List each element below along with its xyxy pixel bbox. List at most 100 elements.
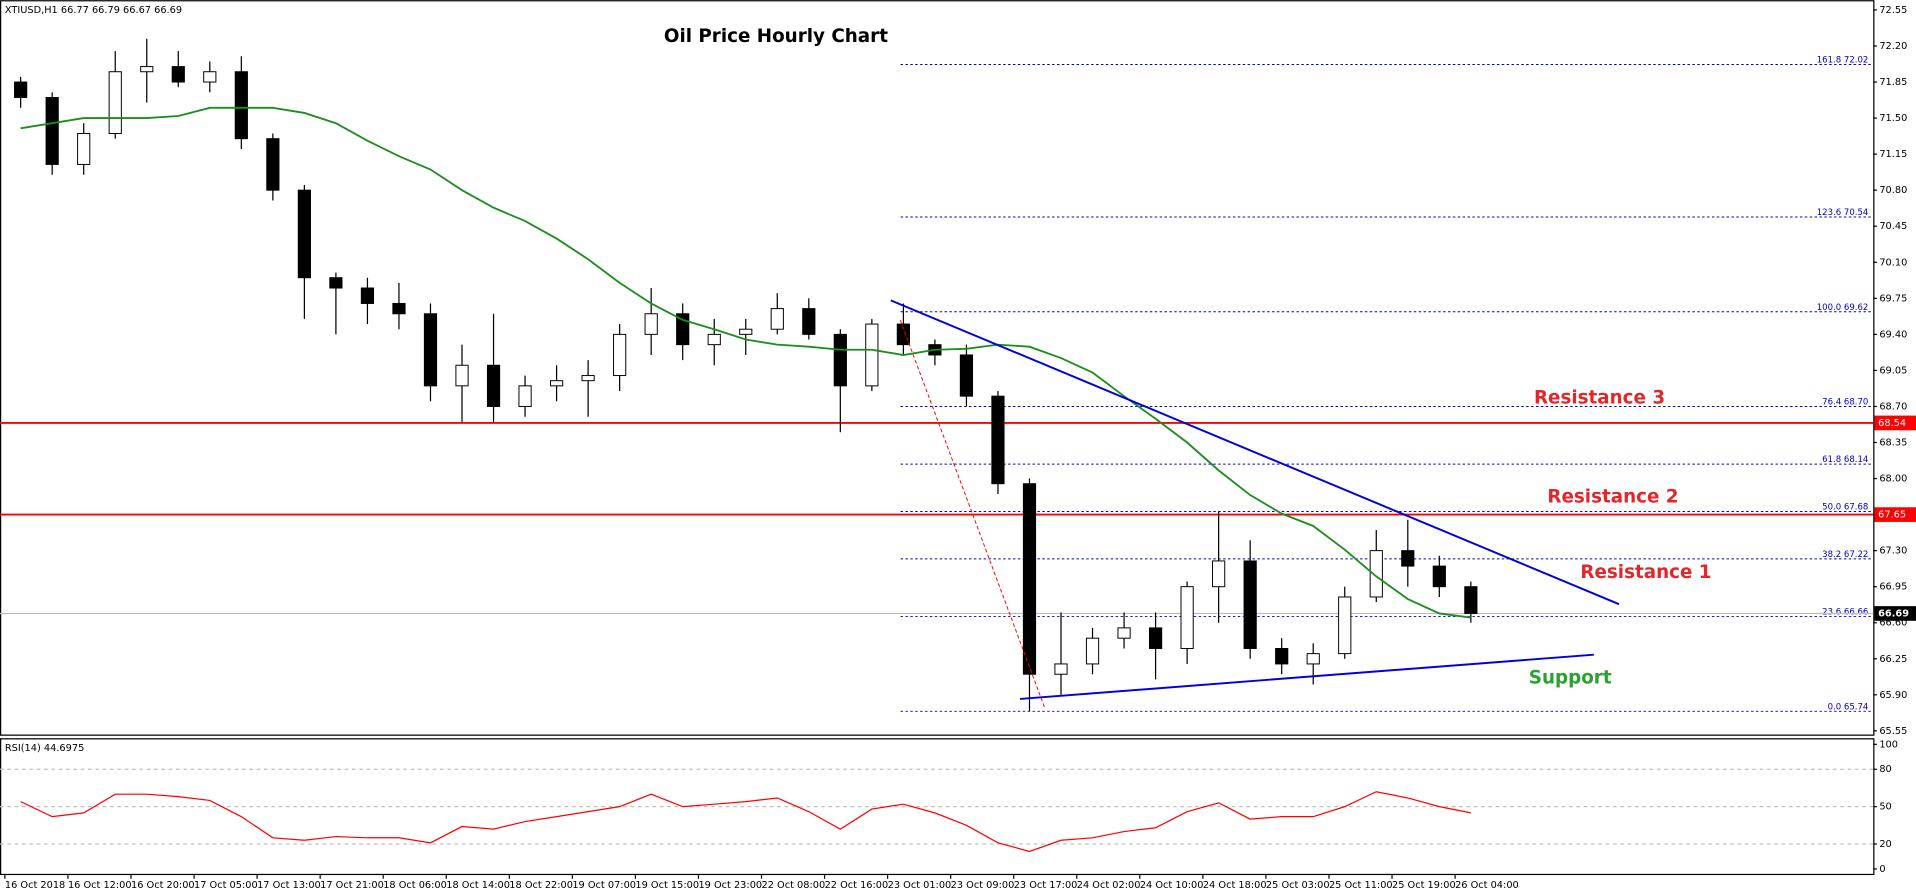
x-tick-label: 18 Oct 14:00 bbox=[446, 880, 510, 891]
x-tick-label: 19 Oct 15:00 bbox=[635, 880, 699, 891]
candle-body bbox=[896, 323, 910, 346]
candle-body bbox=[203, 71, 217, 83]
fib-ratio: 61.8 bbox=[1822, 455, 1841, 465]
candle-body bbox=[1306, 653, 1320, 665]
candle-body bbox=[1338, 596, 1352, 655]
candle-body bbox=[1117, 627, 1131, 639]
ohlc-value: 66.79 bbox=[92, 5, 120, 16]
fib-label: 23.6 66.66 bbox=[1822, 607, 1868, 617]
candle-body bbox=[865, 323, 879, 387]
rsi-tick-label: 100 bbox=[1879, 739, 1898, 750]
rsi-tick-label: 50 bbox=[1879, 802, 1891, 813]
candle-body bbox=[1275, 647, 1289, 665]
y-tick-label: 70.80 bbox=[1879, 185, 1907, 196]
x-tick-label: 24 Oct 02:00 bbox=[1077, 880, 1141, 891]
y-tick-label: 69.75 bbox=[1879, 293, 1907, 304]
price-panel bbox=[0, 0, 1875, 736]
y-tick-label: 72.55 bbox=[1879, 5, 1907, 16]
fib-ratio: 161.8 bbox=[1817, 55, 1841, 65]
ohlc-value: 66.67 bbox=[123, 5, 151, 16]
y-tick-label: 70.10 bbox=[1879, 257, 1907, 268]
candle-body bbox=[549, 380, 564, 387]
candle-body bbox=[1022, 483, 1037, 675]
price-box bbox=[1874, 415, 1916, 431]
y-tick-label: 68.00 bbox=[1879, 474, 1907, 485]
fib-price: 70.54 bbox=[1844, 208, 1868, 218]
symbol: XTIUSD,H1 bbox=[5, 5, 58, 16]
fib-label: 0.0 65.74 bbox=[1828, 702, 1869, 712]
fib-label: 100.0 69.62 bbox=[1817, 302, 1869, 312]
candle-body bbox=[360, 287, 375, 304]
fib-price: 69.62 bbox=[1844, 302, 1868, 312]
rsi-last: 44.6975 bbox=[44, 743, 84, 754]
fib-label: 50.0 67.68 bbox=[1822, 502, 1868, 512]
fib-price: 65.74 bbox=[1844, 702, 1868, 712]
y-tick-label: 66.60 bbox=[1879, 618, 1907, 629]
x-tick-label: 17 Oct 13:00 bbox=[257, 880, 321, 891]
candle-body bbox=[486, 364, 501, 407]
x-tick-label: 17 Oct 21:00 bbox=[320, 880, 384, 891]
candle-body bbox=[1180, 586, 1194, 649]
candle-body bbox=[266, 138, 280, 191]
candle-body bbox=[833, 333, 847, 387]
y-tick-label: 71.50 bbox=[1879, 113, 1907, 124]
y-tick-label: 70.45 bbox=[1879, 221, 1907, 232]
x-tick-label: 25 Oct 03:00 bbox=[1266, 880, 1330, 891]
y-tick-label: 66.95 bbox=[1879, 582, 1907, 593]
rsi-tick-label: 0 bbox=[1879, 864, 1885, 875]
price-box-label: 68.54 bbox=[1878, 418, 1906, 429]
symbol-header: XTIUSD,H1 66.77 66.79 66.67 66.69 bbox=[5, 5, 182, 16]
candle-body bbox=[297, 189, 311, 279]
candle-body bbox=[1054, 663, 1068, 675]
candle-body bbox=[1085, 637, 1100, 665]
fib-ratio: 23.6 bbox=[1822, 607, 1841, 617]
price-box bbox=[1874, 507, 1916, 522]
candle-body bbox=[1148, 627, 1163, 649]
candle-body bbox=[14, 81, 28, 98]
price-box bbox=[1874, 606, 1916, 621]
y-tick-label: 69.40 bbox=[1879, 329, 1907, 340]
candle-body bbox=[423, 313, 438, 387]
annotation: Resistance 2 bbox=[1547, 486, 1678, 507]
candle-body bbox=[234, 71, 248, 140]
candle-body bbox=[392, 302, 406, 315]
y-tick-label: 66.25 bbox=[1879, 654, 1907, 665]
x-tick-label: 24 Oct 10:00 bbox=[1140, 880, 1204, 891]
y-tick-label: 67.30 bbox=[1879, 546, 1907, 557]
x-tick-label: 18 Oct 06:00 bbox=[383, 880, 447, 891]
fib-price: 67.68 bbox=[1844, 502, 1868, 512]
chart-title: Oil Price Hourly Chart bbox=[664, 26, 888, 47]
candle-body bbox=[171, 66, 185, 83]
fib-ratio: 0.0 bbox=[1828, 702, 1842, 712]
x-tick-label: 23 Oct 17:00 bbox=[1014, 880, 1078, 891]
moving-average bbox=[20, 106, 1471, 619]
trend-line bbox=[890, 299, 1620, 606]
candle-body bbox=[739, 328, 753, 335]
candle-body bbox=[770, 308, 784, 330]
candle-body bbox=[1464, 586, 1478, 614]
y-tick-label: 71.85 bbox=[1879, 77, 1907, 88]
candle-body bbox=[802, 308, 816, 335]
fib-ratio: 38.2 bbox=[1822, 549, 1841, 559]
fib-ratio: 76.4 bbox=[1822, 397, 1841, 407]
x-tick-label: 25 Oct 19:00 bbox=[1392, 880, 1456, 891]
candle-body bbox=[1369, 550, 1383, 598]
rsi-label: RSI(14) bbox=[5, 743, 41, 754]
x-tick-label: 19 Oct 07:00 bbox=[572, 880, 636, 891]
x-tick-label: 16 Oct 12:00 bbox=[68, 880, 132, 891]
candle-body bbox=[1401, 550, 1415, 567]
candle-body bbox=[959, 354, 974, 397]
fib-label: 61.8 68.14 bbox=[1822, 455, 1868, 465]
x-tick-label: 22 Oct 16:00 bbox=[825, 880, 889, 891]
annotation: Resistance 3 bbox=[1534, 388, 1665, 409]
trend-line bbox=[899, 319, 1046, 710]
fib-ratio: 100.0 bbox=[1817, 302, 1841, 312]
fib-label: 76.4 68.70 bbox=[1822, 397, 1868, 407]
fib-label: 123.6 70.54 bbox=[1817, 208, 1869, 218]
candle-body bbox=[45, 96, 59, 165]
x-tick-label: 26 Oct 04:00 bbox=[1455, 880, 1519, 891]
candle-body bbox=[1243, 560, 1257, 649]
candle-body bbox=[518, 385, 532, 407]
